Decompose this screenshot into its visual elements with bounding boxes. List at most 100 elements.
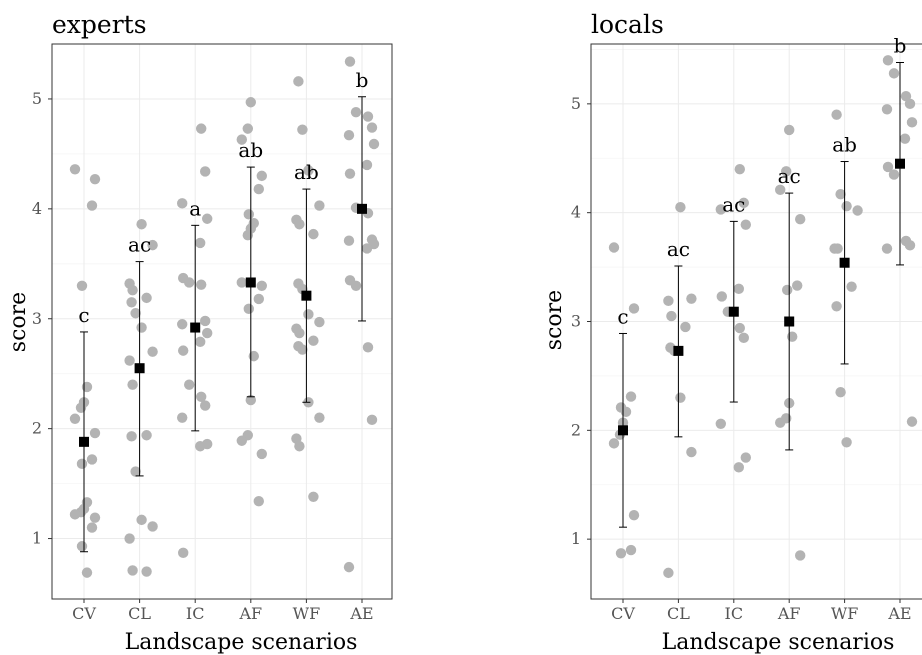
data-point: [366, 122, 378, 133]
data-point: [256, 170, 267, 182]
x-tick-label: WF: [831, 604, 859, 623]
data-point: [76, 458, 88, 470]
data-point: [76, 541, 88, 552]
y-tick-label: 1: [32, 529, 42, 548]
data-point: [147, 239, 158, 251]
panel-experts: experts 1 2 3 4 5 CV CL IC AF WF AE c ac a ab ab b Lan…: [6, 10, 393, 655]
data-point: [906, 117, 918, 128]
data-point: [294, 219, 305, 230]
data-point: [184, 379, 195, 390]
group-letter: ab: [832, 133, 857, 157]
group-letter: ac: [128, 233, 151, 257]
data-point: [344, 168, 356, 179]
data-point: [147, 346, 158, 357]
x-axis: CV CL IC AF WF AE: [72, 599, 374, 623]
data-point: [127, 379, 138, 390]
data-point: [832, 243, 843, 254]
group-letter: ac: [667, 237, 690, 261]
data-point: [680, 321, 691, 333]
data-point: [136, 322, 147, 333]
jitter-points: [69, 56, 380, 578]
data-point: [75, 402, 87, 413]
y-axis: 1 2 3 4 5: [32, 89, 52, 548]
y-tick-label: 3: [32, 309, 42, 328]
data-point: [715, 204, 726, 215]
x-axis-title: Landscape scenarios: [125, 630, 358, 655]
x-tick-label: WF: [293, 604, 321, 623]
data-point: [900, 91, 912, 102]
x-tick-label: CL: [128, 604, 151, 623]
data-point: [882, 55, 894, 66]
data-point: [127, 284, 138, 296]
data-point: [124, 533, 135, 544]
data-point: [256, 280, 267, 291]
y-tick-label: 5: [32, 89, 42, 108]
data-point: [184, 277, 195, 288]
mean-points: [618, 158, 905, 436]
data-point: [361, 159, 373, 171]
group-letter: c: [617, 304, 628, 328]
data-point: [256, 448, 267, 460]
data-point: [841, 200, 852, 212]
group-letter: ab: [294, 160, 319, 184]
mean-marker: [190, 322, 201, 333]
x-tick-label: IC: [186, 604, 205, 623]
data-point: [795, 214, 806, 225]
data-point: [126, 431, 137, 442]
data-point: [177, 198, 188, 209]
data-point: [178, 547, 189, 559]
data-point: [835, 188, 846, 200]
data-point: [314, 316, 325, 328]
data-point: [733, 283, 744, 295]
data-point: [126, 297, 137, 308]
mean-marker: [784, 316, 795, 327]
data-point: [368, 138, 380, 150]
data-point: [852, 205, 863, 216]
data-point: [243, 209, 254, 220]
x-tick-label: AE: [887, 604, 911, 623]
data-point: [881, 104, 893, 115]
data-point: [343, 130, 355, 141]
data-point: [888, 169, 900, 180]
data-point: [86, 200, 98, 211]
mean-marker: [79, 436, 89, 447]
data-point: [243, 303, 254, 315]
data-point: [343, 561, 355, 573]
data-point: [620, 406, 632, 418]
data-point: [738, 197, 749, 209]
data-point: [195, 336, 206, 348]
data-point: [245, 97, 256, 108]
data-point: [904, 98, 916, 110]
group-letter: b: [894, 34, 907, 58]
data-point: [297, 344, 308, 355]
data-point: [906, 416, 918, 427]
data-point: [236, 277, 247, 288]
data-point: [253, 183, 264, 195]
mean-marker: [895, 158, 905, 169]
y-axis-title: score: [6, 292, 31, 352]
data-point: [89, 427, 101, 439]
data-point: [253, 495, 264, 507]
group-letter: b: [356, 68, 369, 92]
data-point: [242, 123, 253, 134]
data-point: [76, 280, 88, 291]
data-point: [733, 462, 744, 473]
data-point: [200, 315, 211, 327]
data-point: [242, 230, 253, 241]
data-point: [303, 309, 314, 320]
data-point: [775, 184, 786, 196]
data-point: [253, 293, 264, 305]
data-point: [888, 68, 900, 79]
data-point: [308, 491, 319, 502]
data-point: [686, 293, 697, 304]
data-point: [314, 200, 325, 211]
data-point: [130, 308, 141, 319]
panel-title: locals: [591, 10, 664, 39]
data-point: [196, 391, 207, 402]
data-point: [248, 350, 259, 362]
data-point: [881, 243, 893, 254]
data-point: [202, 213, 213, 224]
data-point: [350, 106, 362, 118]
